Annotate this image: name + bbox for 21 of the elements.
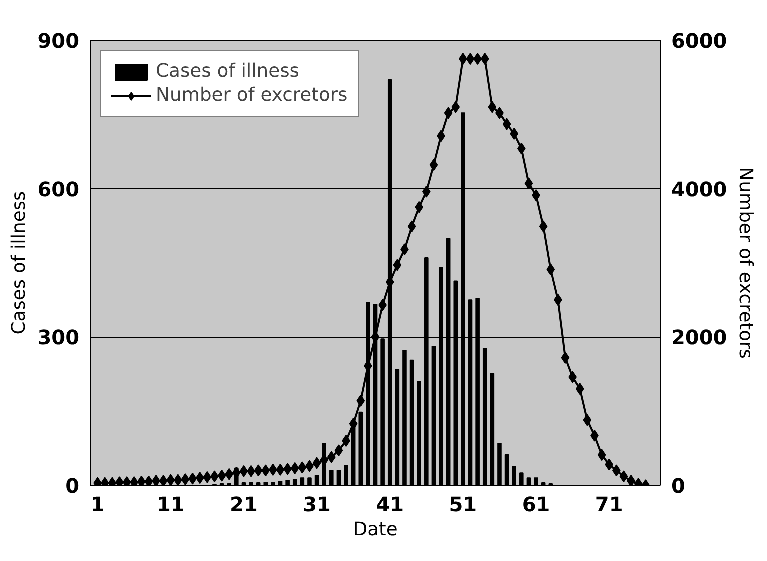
y2-tick-label: 4000 <box>672 177 728 202</box>
x-tick-label: 61 <box>522 492 550 516</box>
y-tick-label: 300 <box>38 326 80 350</box>
y-tick-label: 0 <box>66 474 80 498</box>
y-tick-label: 900 <box>38 29 80 53</box>
legend-label: Number of excretors <box>156 85 348 106</box>
x-tick-label: 11 <box>156 492 185 516</box>
y-axis-title: Cases of illness <box>8 191 30 335</box>
y2-tick-label: 2000 <box>672 326 728 350</box>
x-tick-label: 41 <box>376 492 404 516</box>
y2-axis-title: Number of excretors <box>735 167 756 359</box>
x-tick-label: 21 <box>230 492 258 516</box>
y-tick-label: 600 <box>38 177 80 202</box>
x-tick-label: 31 <box>303 492 331 516</box>
y2-tick-label: 6000 <box>672 29 728 53</box>
x-axis-title: Date <box>353 520 398 540</box>
x-tick-label: 1 <box>90 492 105 516</box>
x-tick-label: 51 <box>449 492 478 516</box>
legend-label: Cases of illness <box>156 61 300 82</box>
y2-tick-label: 0 <box>672 474 686 498</box>
x-tick-label: 71 <box>595 492 624 516</box>
